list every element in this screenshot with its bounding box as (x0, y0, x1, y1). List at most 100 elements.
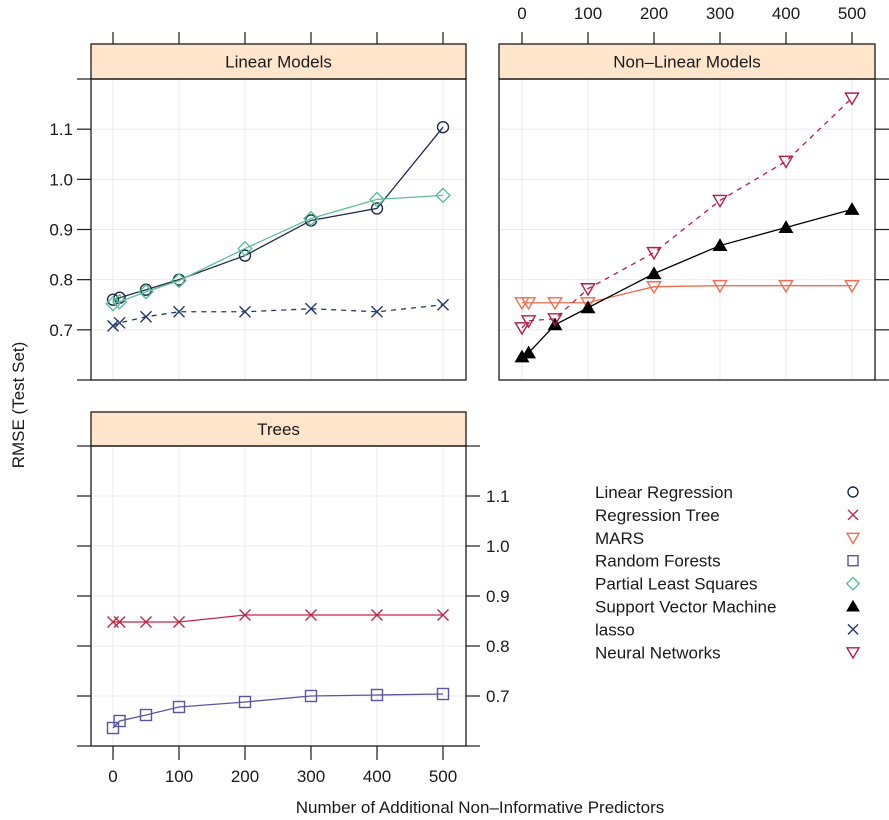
legend-item: Support Vector Machine (595, 598, 860, 617)
y-tick-label: 0.9 (49, 221, 73, 240)
series-neural-networks (514, 92, 860, 336)
legend-label: Support Vector Machine (595, 598, 776, 617)
y-tick-label: 0.7 (49, 321, 73, 340)
data-point (303, 210, 319, 227)
data-point (140, 616, 152, 628)
series-mars (514, 280, 860, 311)
data-point (105, 295, 121, 312)
data-point (370, 688, 384, 702)
x-tick-label: 300 (706, 4, 734, 23)
data-point (238, 249, 252, 262)
legend-label: MARS (595, 529, 644, 548)
data-point (436, 120, 450, 134)
data-point (171, 272, 187, 289)
axis-layer: 0.7 0.8 0.9 1.0 1.1 0 100 200 300 400 500 0 100 200 30… (49, 4, 889, 786)
data-point (237, 240, 253, 257)
x-tick-label: 200 (640, 4, 668, 23)
legend-label: Linear Regression (595, 483, 733, 502)
legend-label: Neural Networks (595, 643, 721, 662)
data-point (547, 297, 563, 311)
x-tick-label: 0 (108, 767, 117, 786)
strip-linear (90, 43, 467, 80)
legend-symbol-icon (845, 532, 861, 545)
data-point (371, 609, 383, 621)
y-tick-label: 0.7 (486, 687, 510, 706)
y-tick-label: 1.0 (486, 537, 510, 556)
data-point (172, 700, 186, 714)
data-point (844, 280, 860, 294)
legend-item: MARS (595, 529, 861, 548)
data-point (436, 687, 450, 701)
legend-label: Partial Least Squares (595, 575, 758, 594)
series-line (112, 126, 444, 301)
legend-symbol-icon (845, 576, 861, 591)
x-tick-label: 100 (574, 4, 602, 23)
legend-symbol-icon (847, 555, 859, 567)
data-point (371, 305, 383, 318)
data-point (238, 695, 252, 709)
series-line (112, 194, 444, 305)
series-partial-least-squares (105, 187, 451, 312)
strip-label-linear: Linear Models (225, 53, 332, 72)
data-point (173, 305, 185, 318)
legend-item: Regression Tree (595, 506, 859, 525)
data-point (305, 302, 317, 315)
data-point (113, 316, 126, 329)
series-line (112, 304, 444, 327)
data-point (514, 322, 530, 336)
data-point (844, 92, 860, 106)
data-point (113, 714, 126, 728)
data-point (521, 345, 537, 359)
series-layer (105, 92, 860, 735)
y-tick-label: 1.1 (486, 487, 510, 506)
x-tick-label: 100 (165, 767, 193, 786)
y-tick-label: 0.8 (49, 271, 73, 290)
data-point (778, 220, 794, 233)
legend-symbol-icon (847, 486, 859, 498)
legend-label: Regression Tree (595, 506, 720, 525)
data-point (239, 305, 251, 318)
data-point (106, 721, 120, 735)
y-axis-label: RMSE (Test Set) (9, 342, 28, 469)
series-lasso (107, 298, 449, 332)
data-point (437, 609, 449, 621)
x-tick-label: 400 (772, 4, 800, 23)
data-point (520, 315, 537, 329)
y-tick-label: 1.1 (49, 120, 73, 139)
x-tick-label: 500 (838, 4, 866, 23)
data-point (646, 281, 662, 295)
series-regression-tree (107, 609, 449, 628)
x-tick-label: 500 (429, 767, 457, 786)
legend-label: Random Forests (595, 552, 721, 571)
data-point (113, 616, 126, 628)
data-point (580, 283, 596, 297)
legend-symbol-icon (846, 599, 860, 612)
strip-label-trees: Trees (257, 420, 300, 439)
x-tick-label: 0 (517, 4, 526, 23)
x-tick-label: 200 (231, 767, 259, 786)
panel-layer: Linear Models Non–Linear Models Trees (90, 43, 876, 747)
data-point (139, 708, 153, 722)
data-point (107, 319, 119, 332)
data-point (370, 202, 384, 215)
data-point (547, 313, 563, 327)
x-tick-label: 300 (297, 767, 325, 786)
x-axis-label: Number of Additional Non–Informative Pre… (296, 798, 665, 817)
legend-symbol-icon (847, 623, 859, 635)
y-tick-label: 0.9 (486, 587, 510, 606)
data-point (646, 246, 662, 261)
legend: Linear Regression Regression Tree MARS Rand… (595, 483, 861, 662)
legend-item: Random Forests (595, 552, 859, 571)
data-point (305, 609, 317, 621)
data-point (712, 238, 728, 252)
series-linear-regression (106, 120, 450, 306)
data-point (712, 280, 728, 294)
series-random-forests (106, 687, 450, 735)
data-point (106, 293, 120, 306)
series-line (521, 208, 853, 358)
legend-symbol-icon (847, 509, 859, 521)
strip-label-nonlinear: Non–Linear Models (613, 53, 760, 72)
data-point (239, 609, 251, 621)
series-line (113, 614, 443, 623)
